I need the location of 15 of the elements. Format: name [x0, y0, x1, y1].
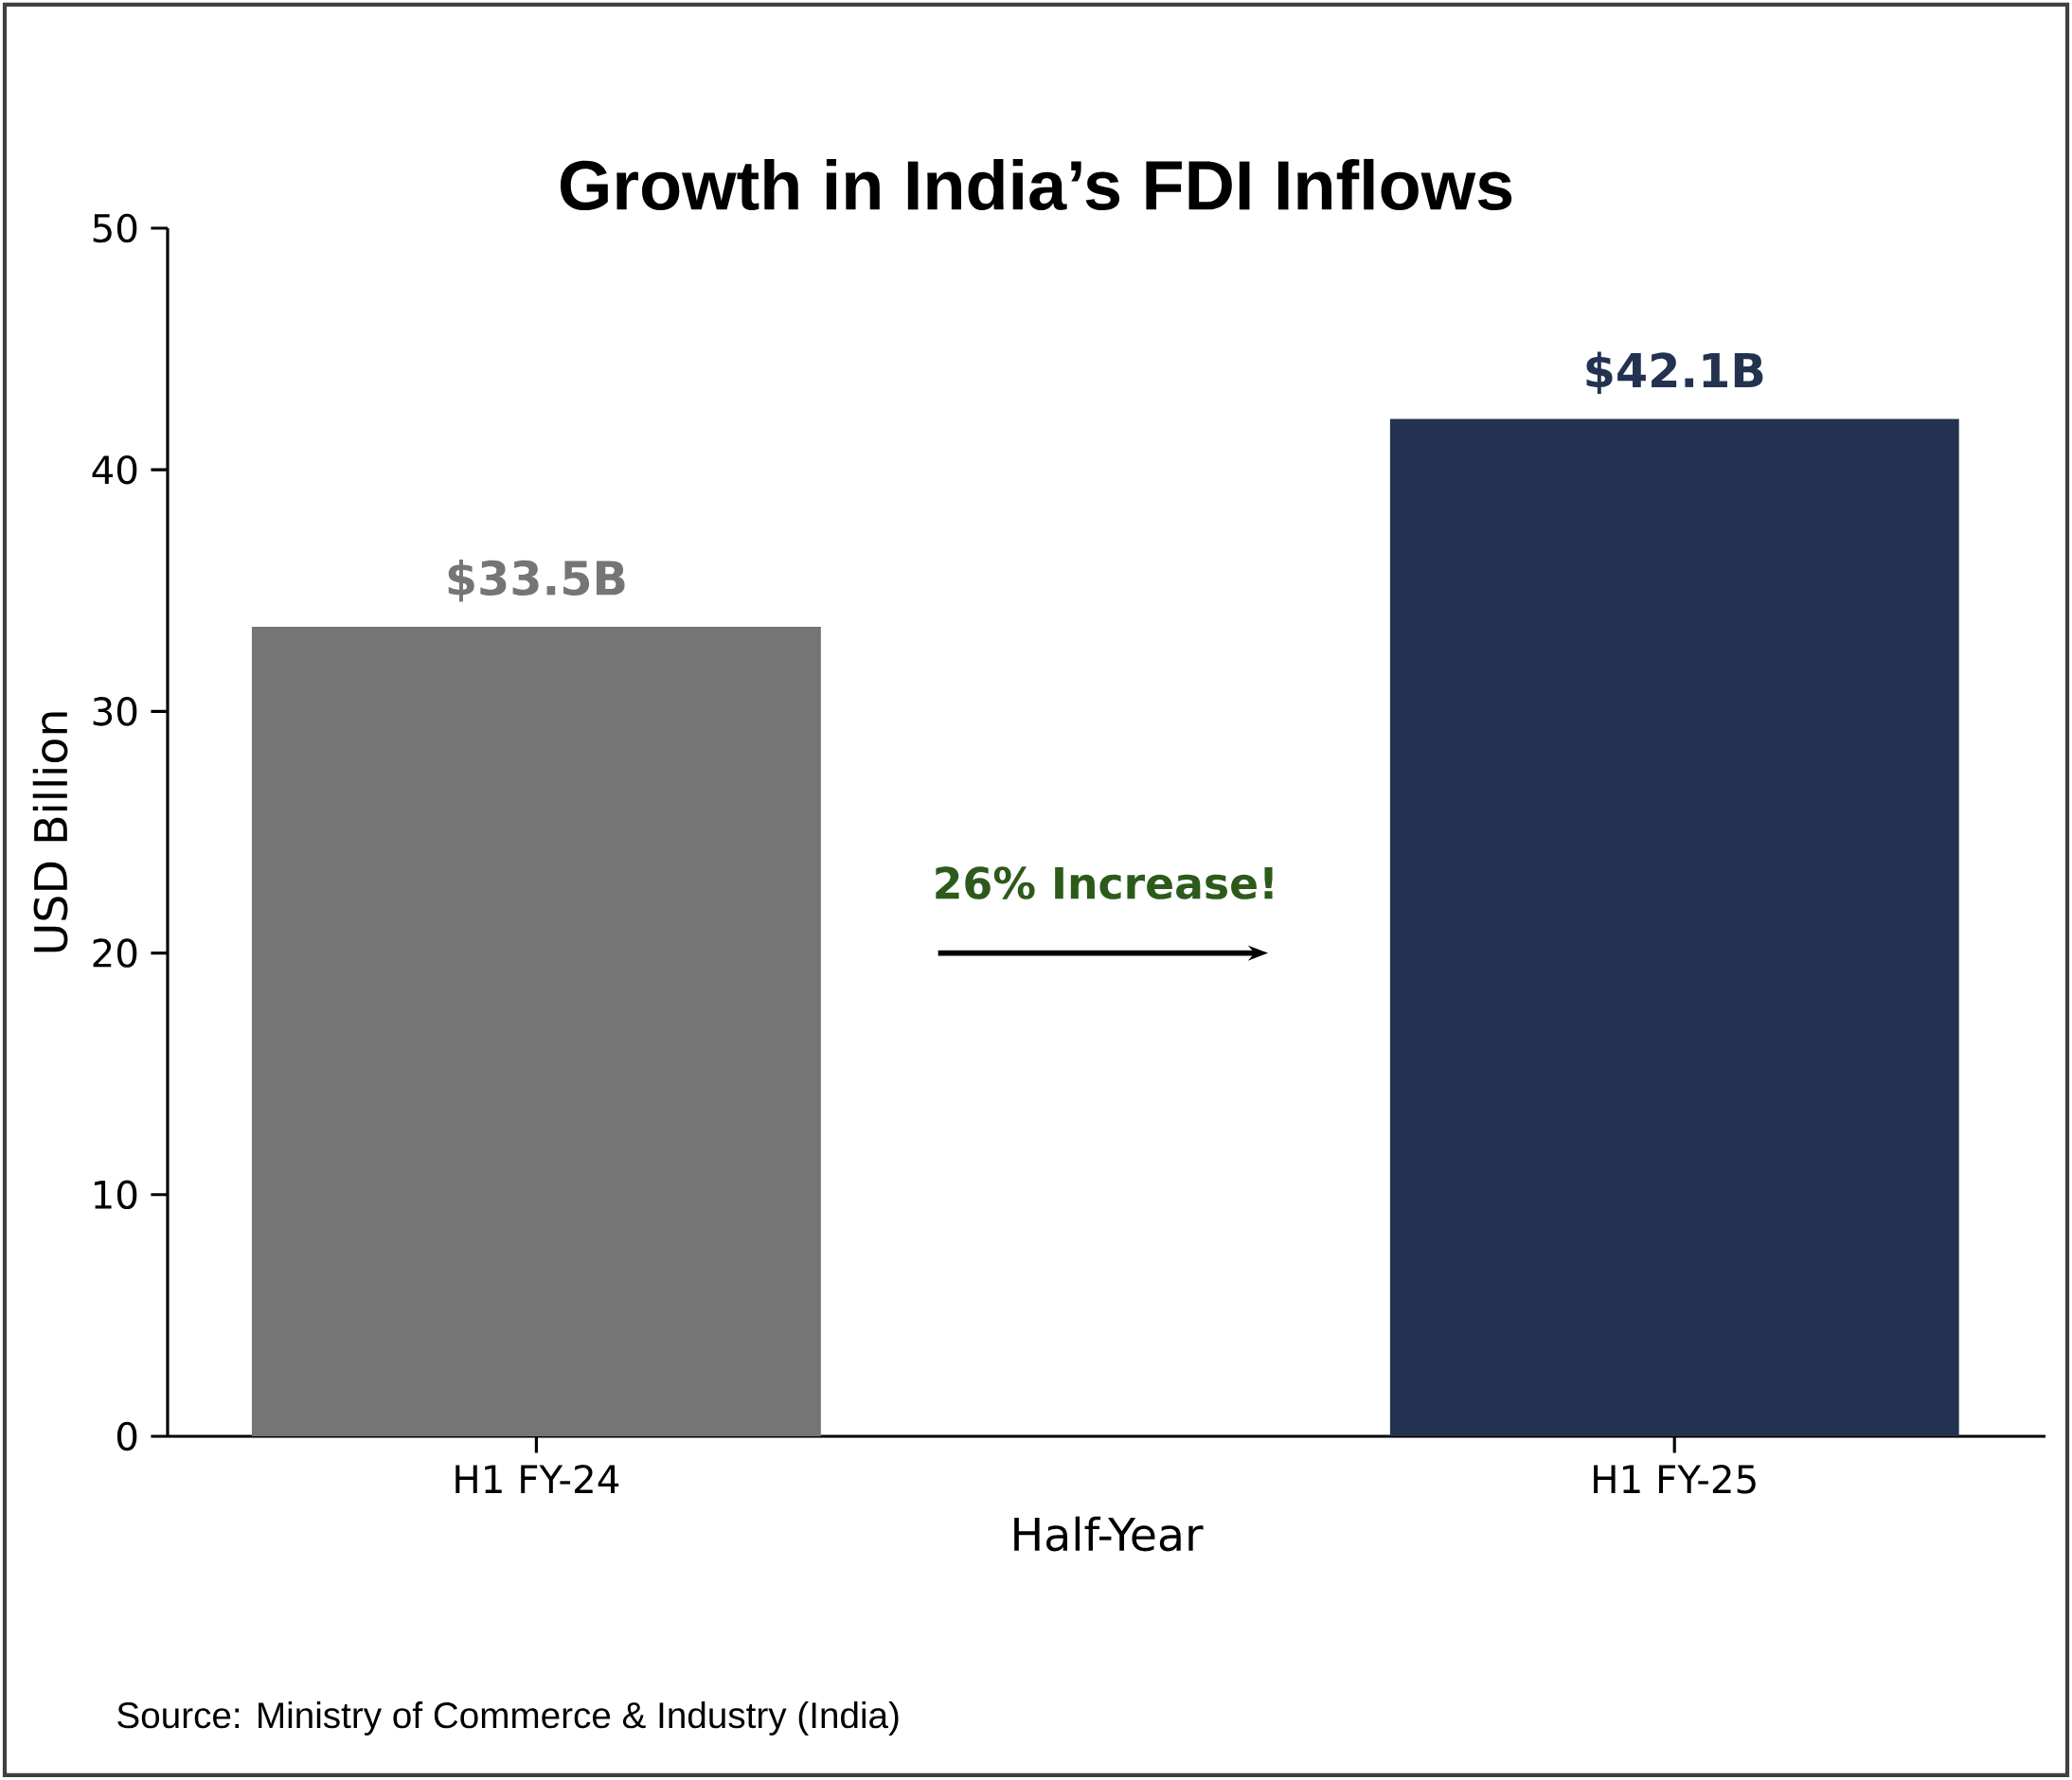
- chart-title: Growth in India’s FDI Inflows: [561, 158, 1512, 211]
- y-tick-label: 0: [116, 1421, 137, 1451]
- data-label: $33.5B: [448, 559, 625, 602]
- y-tick-label: 30: [93, 697, 137, 726]
- y-tick-label: 20: [93, 938, 137, 968]
- x-tick-label: H1 FY-25: [1594, 1464, 1756, 1494]
- y-tick-label: 50: [93, 213, 137, 243]
- x-axis-title: Half-Year: [1014, 1516, 1204, 1552]
- y-axis-title: USD Billion: [32, 712, 68, 952]
- annotation: 26% Increase!: [936, 866, 1273, 899]
- data-label: $42.1B: [1586, 351, 1763, 395]
- y-tick-label: 10: [95, 1180, 137, 1210]
- source-note: Source: Ministry of Commerce & Industry (India): [117, 1700, 899, 1736]
- x-tick-label: H1 FY-24: [455, 1464, 619, 1493]
- y-tick-label: 40: [92, 454, 137, 485]
